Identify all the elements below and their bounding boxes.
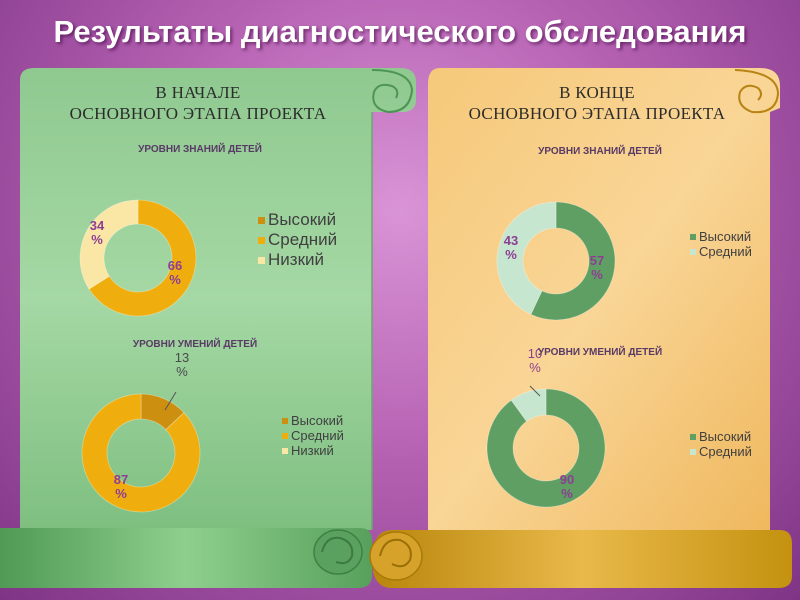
left-panel-heading: В НАЧАЛЕ ОСНОВНОГО ЭТАПА ПРОЕКТА	[28, 82, 368, 124]
donut-slice-Средний	[81, 393, 201, 513]
legend-label: Высокий	[699, 229, 752, 244]
donut-slice-Высокий	[486, 388, 606, 508]
legend-label: Средний	[291, 428, 344, 443]
data-label: 13%	[175, 350, 189, 379]
data-label: 10%	[528, 346, 542, 375]
donut-slice-Средний	[510, 388, 547, 422]
legend-label: Низкий	[291, 443, 334, 458]
legend-item: Низкий	[258, 250, 337, 270]
legend-swatch	[282, 447, 288, 454]
chart-title-knowledge-start: УРОВНИ ЗНАНИЙ ДЕТЕЙ	[138, 144, 262, 155]
page-title: Результаты диагностического обследования	[53, 14, 747, 49]
legend-item: Средний	[282, 428, 344, 443]
legend-label: Средний	[699, 444, 752, 459]
right-heading-line2: ОСНОВНОГО ЭТАПА ПРОЕКТА	[468, 104, 726, 123]
legend-item: Высокий	[282, 413, 344, 428]
legend-label: Высокий	[268, 210, 337, 229]
donut-slice-Высокий	[530, 201, 616, 321]
legend-label: Высокий	[699, 429, 752, 444]
legend-item: Высокий	[690, 229, 752, 244]
legend-swatch	[282, 432, 288, 439]
legend-swatch	[282, 417, 288, 424]
data-label-leader-line	[529, 385, 541, 397]
legend-swatch	[690, 233, 696, 240]
legend-swatch	[690, 248, 696, 255]
donut-slice-Средний	[88, 199, 197, 317]
legend-swatch	[258, 216, 265, 224]
data-label: 66%	[168, 258, 182, 287]
legend-swatch	[258, 236, 265, 244]
legend-item: Средний	[690, 244, 752, 259]
legend-swatch	[690, 448, 696, 455]
legend-skills-start: Высокий Средний Низкий	[282, 413, 344, 458]
data-label: 90%	[560, 472, 574, 501]
legend-swatch	[690, 433, 696, 440]
data-label: 57%	[590, 253, 604, 282]
legend-swatch	[258, 256, 265, 264]
legend-item: Средний	[690, 444, 752, 459]
legend-knowledge-end: Высокий Средний	[690, 229, 752, 259]
data-label-leader-line	[164, 391, 177, 411]
legend-item: Средний	[258, 230, 337, 250]
chart-title-knowledge-end: УРОВНИ ЗНАНИЙ ДЕТЕЙ	[538, 146, 662, 157]
right-heading-line1: В КОНЦЕ	[559, 83, 635, 102]
legend-label: Средний	[268, 230, 338, 249]
legend-label: Низкий	[268, 250, 324, 269]
legend-item: Высокий	[690, 429, 752, 444]
data-label: 87%	[114, 472, 128, 501]
donut-chart-skills-end: 90 % 10%	[486, 346, 606, 508]
left-heading-line2: ОСНОВНОГО ЭТАПА ПРОЕКТА	[69, 104, 327, 123]
legend-label: Средний	[699, 244, 752, 259]
legend-label: Высокий	[291, 413, 344, 428]
data-label: 34%	[90, 218, 105, 247]
right-panel-heading: В КОНЦЕ ОСНОВНОГО ЭТАПА ПРОЕКТА	[432, 82, 762, 124]
chart-title-skills-end: УРОВНИ УМЕНИЙ ДЕТЕЙ	[537, 347, 663, 358]
donut-slice-Низкий	[79, 199, 139, 290]
donut-chart-knowledge-start: 66 % 34%	[79, 199, 197, 317]
legend-skills-end: Высокий Средний	[690, 429, 752, 459]
data-label: 43%	[504, 233, 518, 262]
left-heading-line1: В НАЧАЛЕ	[155, 83, 241, 102]
legend-item: Низкий	[282, 443, 344, 458]
legend-item: Высокий	[258, 210, 337, 230]
donut-slice-Средний	[496, 201, 557, 315]
donut-chart-knowledge-end: 57 % 43%	[496, 201, 616, 321]
chart-title-skills-start: УРОВНИ УМЕНИЙ ДЕТЕЙ	[132, 339, 258, 350]
donut-chart-skills-start: 13 % 87%	[81, 350, 201, 513]
legend-knowledge-start: Высокий Средний Низкий	[258, 210, 337, 270]
